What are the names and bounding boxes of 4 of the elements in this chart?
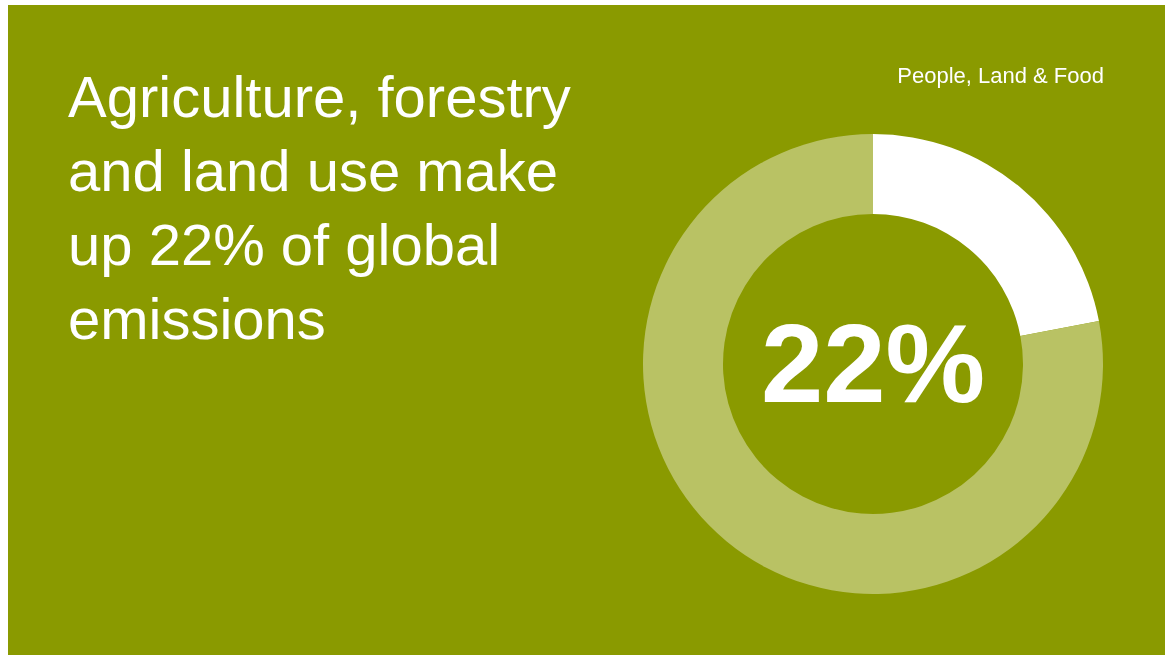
donut-slice bbox=[643, 134, 1103, 594]
text: Agriculture, forestry and land use make up 22% of global emissions bbox=[68, 64, 571, 351]
data-label: 22% bbox=[760, 301, 986, 426]
chart-subtitle: People, Land & Food bbox=[897, 63, 1104, 88]
